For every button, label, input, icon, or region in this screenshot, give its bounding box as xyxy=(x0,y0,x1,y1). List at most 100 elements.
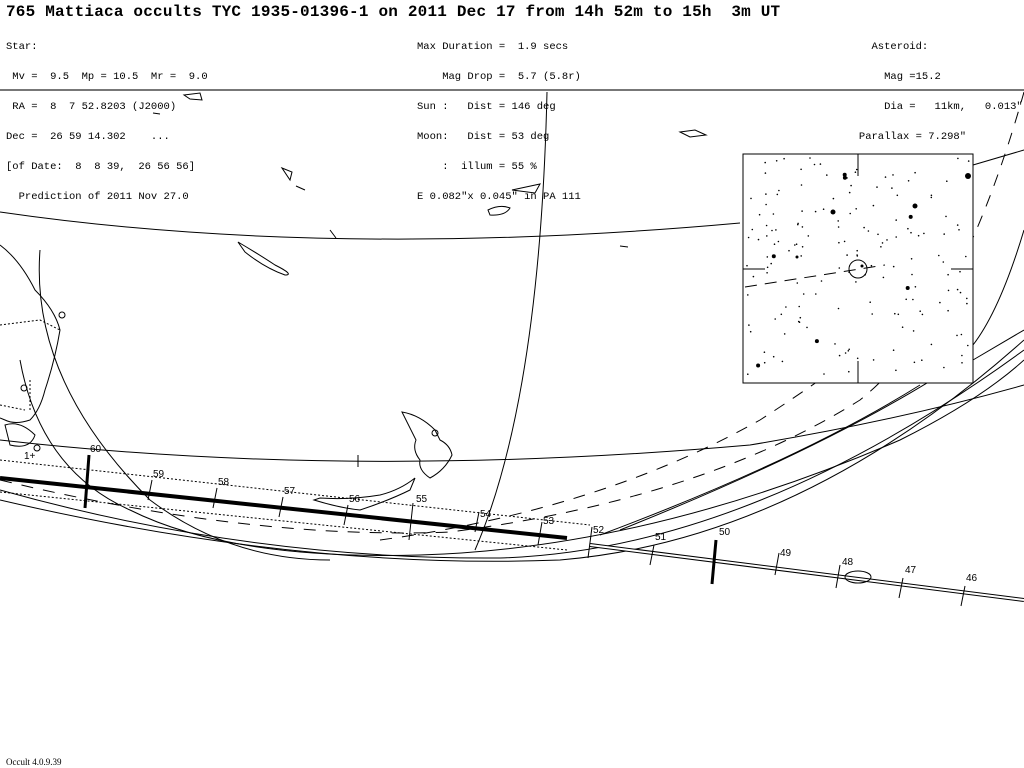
bright-star xyxy=(860,264,864,268)
island xyxy=(152,92,708,248)
australia-border xyxy=(0,319,61,411)
mag-drop: Mag Drop = 5.7 (5.8r) xyxy=(417,71,581,83)
city-marker xyxy=(20,384,28,392)
star xyxy=(800,184,803,186)
minute-tick xyxy=(774,552,780,576)
star xyxy=(848,271,850,274)
minute-label: 57 xyxy=(284,486,296,497)
star xyxy=(896,194,899,197)
star xyxy=(815,293,817,295)
minute-label: 58 xyxy=(218,477,230,488)
star xyxy=(797,223,799,226)
meridian-line xyxy=(474,91,548,551)
star xyxy=(967,160,970,162)
star xyxy=(855,168,858,171)
moon-dist: Moon: Dist = 53 deg xyxy=(417,131,550,143)
minute-label: 53 xyxy=(543,516,555,527)
city-marker xyxy=(431,429,439,437)
star xyxy=(848,191,851,194)
star xyxy=(917,234,920,237)
limb-curve xyxy=(972,329,1024,361)
star xyxy=(961,362,963,364)
star xyxy=(843,240,846,243)
event-info: Max Duration = 1.9 secs Mag Drop = 5.7 (… xyxy=(417,22,581,212)
star xyxy=(832,197,835,200)
star xyxy=(766,256,769,258)
star xyxy=(766,235,768,237)
star xyxy=(943,366,945,369)
star xyxy=(923,232,925,235)
star-heading: Star: xyxy=(6,41,38,53)
minute-label: 49 xyxy=(780,548,792,559)
star xyxy=(965,255,967,258)
star-magnitudes: Mv = 9.5 Mp = 10.5 Mr = 9.0 xyxy=(6,71,208,83)
star xyxy=(774,318,776,320)
star xyxy=(747,373,749,376)
star xyxy=(783,333,786,335)
star xyxy=(746,264,748,267)
minute-label: 59 xyxy=(153,469,165,480)
star xyxy=(834,343,836,345)
minute-label: 48 xyxy=(842,557,854,568)
minute-tick xyxy=(898,577,904,599)
star xyxy=(877,233,879,236)
star xyxy=(870,264,873,267)
star xyxy=(814,339,819,344)
star xyxy=(747,294,749,296)
star xyxy=(849,212,851,215)
minute-tick xyxy=(343,504,349,526)
star xyxy=(842,172,847,177)
minute-tick xyxy=(537,521,543,546)
star xyxy=(910,258,913,260)
star xyxy=(876,186,878,188)
star xyxy=(748,324,750,326)
minute-tick xyxy=(278,496,284,518)
limb-curve xyxy=(972,149,1024,166)
star xyxy=(921,313,924,316)
earth-limb xyxy=(0,349,1024,559)
star xyxy=(826,174,828,176)
coastlines xyxy=(0,92,708,511)
star xyxy=(957,157,959,160)
star xyxy=(919,310,921,313)
star xyxy=(939,301,941,304)
star xyxy=(930,343,933,346)
star xyxy=(938,254,940,257)
star xyxy=(794,244,796,246)
star xyxy=(757,238,760,241)
star xyxy=(749,330,752,333)
max-duration: Max Duration = 1.9 secs xyxy=(417,41,569,53)
star xyxy=(914,286,917,288)
star xyxy=(930,196,933,199)
star xyxy=(912,330,915,332)
star xyxy=(872,359,875,361)
star xyxy=(765,224,768,227)
occultation-path xyxy=(0,459,1024,602)
star xyxy=(871,313,873,315)
star xyxy=(892,174,894,176)
star xyxy=(956,334,958,337)
star xyxy=(758,213,761,216)
star xyxy=(897,313,900,316)
limb-curve xyxy=(38,249,331,561)
star xyxy=(781,360,784,363)
asteroid-dia: Dia = 11km, 0.013" xyxy=(840,101,1023,113)
minute-tick xyxy=(960,585,966,607)
minute-label: 54 xyxy=(480,509,492,520)
star xyxy=(912,298,914,301)
star xyxy=(882,276,885,279)
latitude-line xyxy=(0,384,1024,462)
minute-tick xyxy=(649,544,655,566)
star xyxy=(943,233,945,235)
star xyxy=(895,236,897,238)
star xyxy=(854,171,857,173)
latitude-line xyxy=(0,211,741,240)
star xyxy=(895,369,897,372)
asteroid-mag: Mag =15.2 xyxy=(840,71,941,83)
star xyxy=(747,236,750,239)
star xyxy=(864,273,866,276)
star xyxy=(959,291,962,294)
star xyxy=(942,261,945,263)
star xyxy=(881,242,884,244)
star xyxy=(838,354,841,357)
